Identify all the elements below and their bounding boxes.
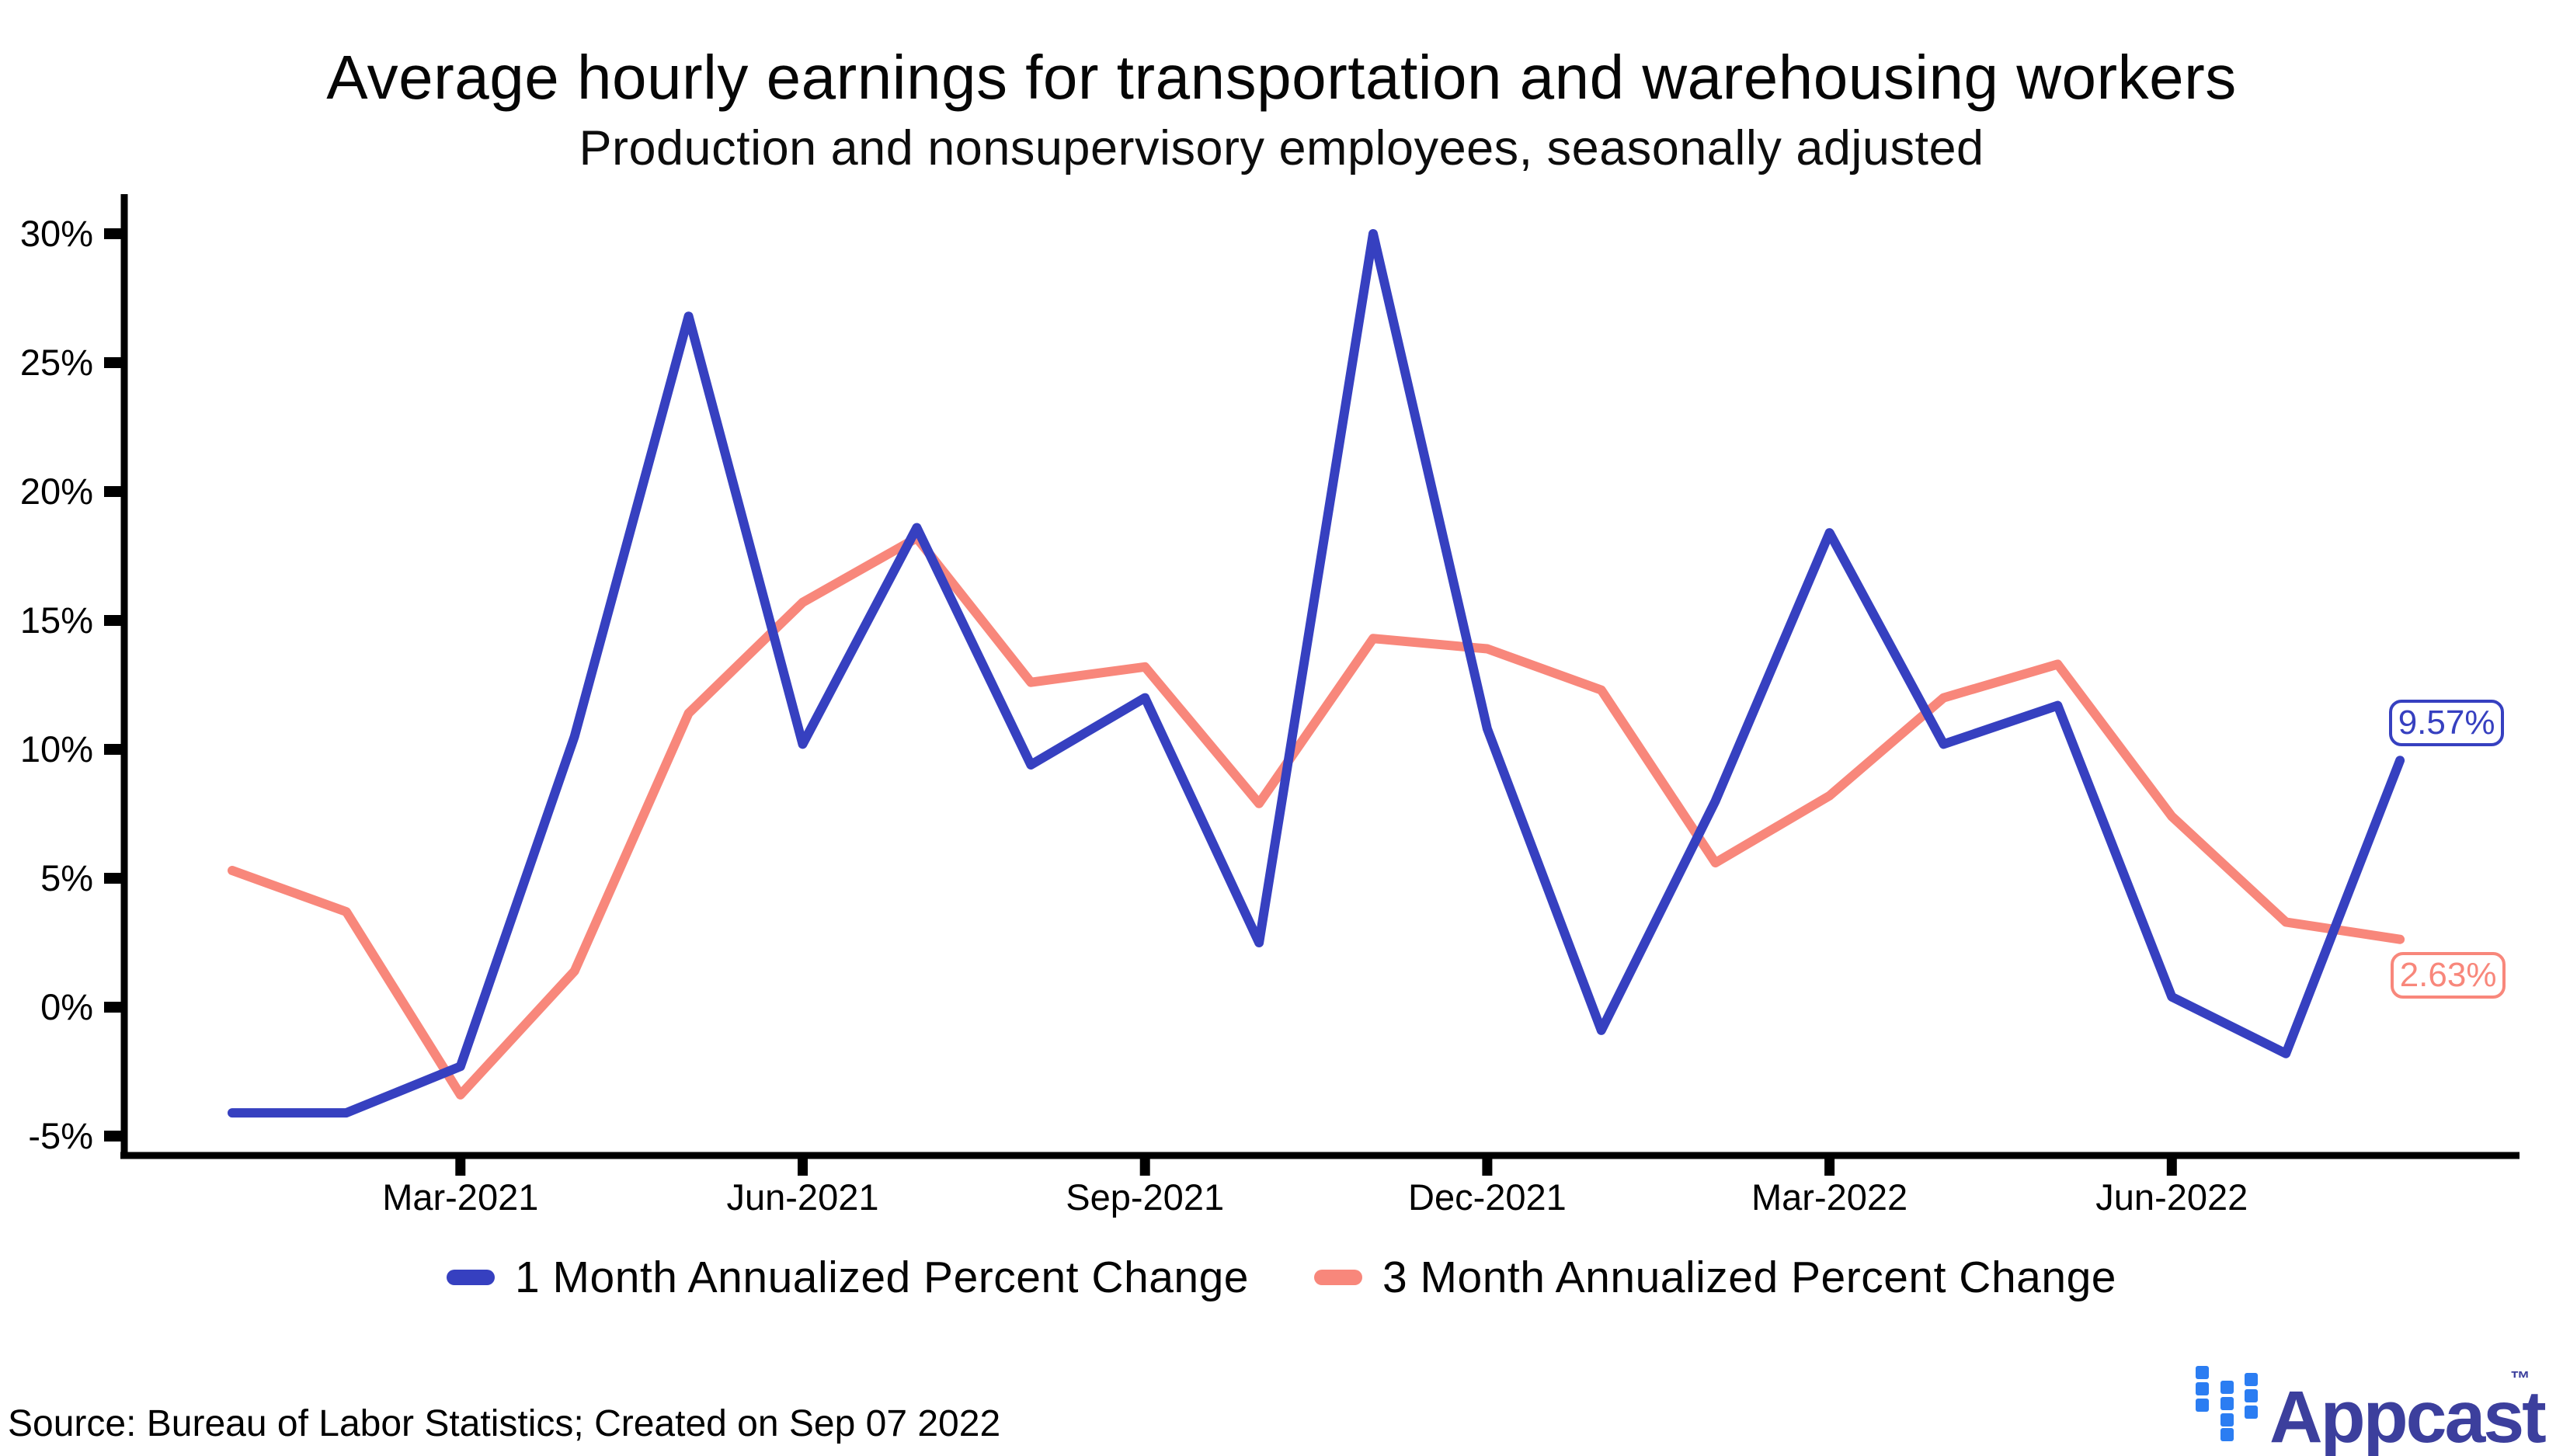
- legend-label-1month: 1 Month Annualized Percent Change: [515, 1253, 1249, 1302]
- x-tick-label: Sep-2021: [1066, 1176, 1224, 1218]
- legend-item-1month: 1 Month Annualized Percent Change: [447, 1252, 1249, 1303]
- x-tick-label: Mar-2022: [1751, 1176, 1907, 1218]
- legend-label-3month: 3 Month Annualized Percent Change: [1382, 1253, 2116, 1302]
- y-tick-label: 5%: [40, 857, 93, 898]
- trademark-symbol: ™: [2510, 1367, 2530, 1390]
- x-tick-label: Dec-2021: [1408, 1176, 1567, 1218]
- y-tick-label: 10%: [20, 728, 93, 770]
- y-tick-label: 0%: [40, 986, 93, 1027]
- appcast-logo-icon: [2196, 1366, 2258, 1441]
- appcast-logo: Appcast ™: [2190, 1359, 2547, 1454]
- legend: 1 Month Annualized Percent Change 3 Mont…: [0, 1252, 2563, 1303]
- logo-square: [2196, 1382, 2209, 1395]
- logo-square: [2220, 1381, 2234, 1394]
- x-tick-label: Jun-2022: [2095, 1176, 2248, 1218]
- logo-square: [2220, 1397, 2234, 1410]
- legend-swatch-salmon: [1314, 1270, 1362, 1285]
- logo-square: [2220, 1428, 2234, 1441]
- logo-square: [2245, 1373, 2258, 1386]
- logo-square: [2245, 1389, 2258, 1402]
- legend-swatch-blue: [447, 1270, 496, 1285]
- logo-square: [2245, 1406, 2258, 1419]
- source-text: Source: Bureau of Labor Statistics; Crea…: [8, 1403, 1001, 1444]
- y-tick-label: 25%: [20, 342, 93, 383]
- x-tick-label: Jun-2021: [727, 1176, 879, 1218]
- y-tick-label: -5%: [28, 1115, 93, 1156]
- logo-square: [2196, 1366, 2209, 1379]
- series-line-3month: [228, 533, 2405, 1100]
- page-title: Average hourly earnings for transportati…: [326, 43, 2237, 112]
- series-line-1month: [228, 229, 2405, 1118]
- y-tick-label: 15%: [20, 599, 93, 641]
- y-tick-label: 20%: [20, 471, 93, 512]
- end-label-3month: 2.63%: [2391, 951, 2506, 999]
- legend-item-3month: 3 Month Annualized Percent Change: [1314, 1252, 2116, 1303]
- logo-square: [2220, 1413, 2234, 1426]
- page-subtitle: Production and nonsupervisory employees,…: [579, 121, 1984, 175]
- logo-square: [2196, 1399, 2209, 1412]
- x-tick-label: Mar-2021: [382, 1176, 538, 1218]
- y-tick-label: 30%: [20, 213, 93, 254]
- end-label-1month: 9.57%: [2389, 700, 2505, 747]
- appcast-logo-text: Appcast: [2269, 1376, 2547, 1456]
